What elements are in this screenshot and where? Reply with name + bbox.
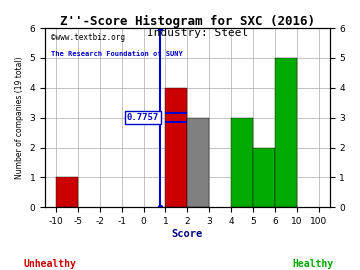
Text: ©www.textbiz.org: ©www.textbiz.org (51, 33, 125, 42)
Bar (231, 118, 253, 207)
Bar (56, 177, 78, 207)
Text: Healthy: Healthy (293, 259, 334, 269)
Text: Industry: Steel: Industry: Steel (147, 28, 249, 38)
Bar (187, 118, 209, 207)
Bar (253, 148, 275, 207)
Text: Unhealthy: Unhealthy (24, 259, 77, 269)
Y-axis label: Number of companies (19 total): Number of companies (19 total) (15, 56, 24, 179)
Text: 0.7757: 0.7757 (126, 113, 159, 122)
Text: The Research Foundation of SUNY: The Research Foundation of SUNY (51, 51, 183, 58)
Bar (165, 88, 187, 207)
X-axis label: Score: Score (172, 229, 203, 239)
Bar (275, 58, 297, 207)
Title: Z''-Score Histogram for SXC (2016): Z''-Score Histogram for SXC (2016) (60, 15, 315, 28)
